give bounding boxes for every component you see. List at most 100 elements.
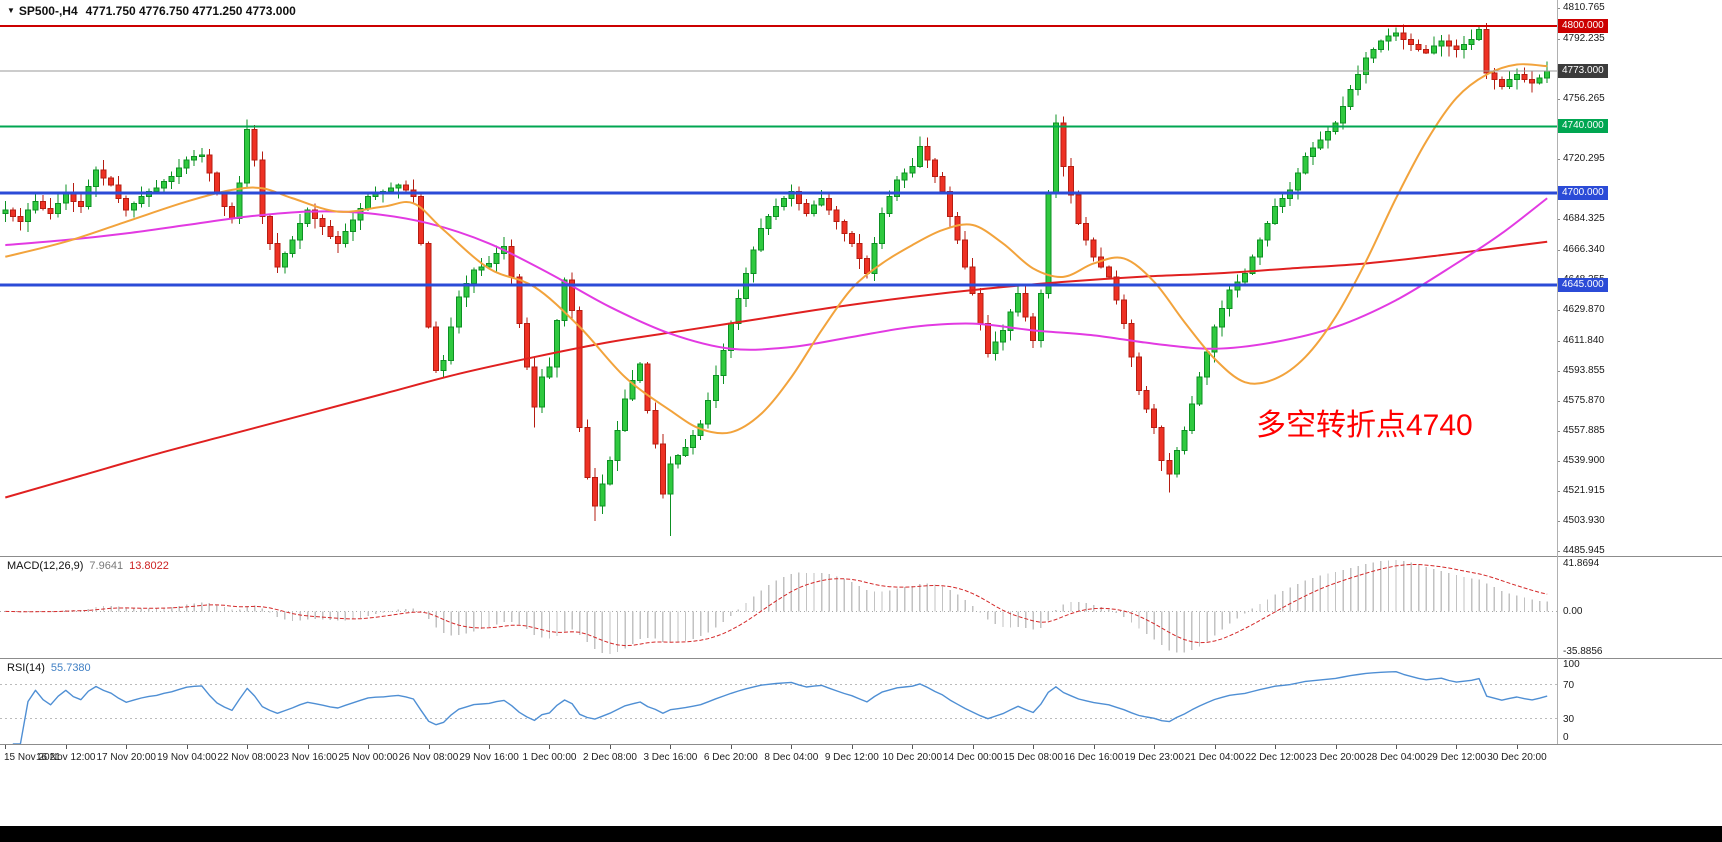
bull-candle-body	[176, 167, 183, 178]
time-tick-mark	[368, 745, 370, 749]
bear-candle-body	[1529, 79, 1536, 84]
price-tick-label: 4792.235	[1563, 33, 1605, 45]
price-tick-mark	[1557, 551, 1560, 553]
price-axis[interactable]: 4810.765 4792.235 4756.265 4720.295 4684.325…	[1557, 0, 1722, 556]
bull-candle-body	[1544, 70, 1551, 79]
bull-candle-body	[720, 349, 727, 376]
time-tick-mark	[730, 745, 732, 749]
macd-axis-label: -35.8856	[1563, 646, 1603, 657]
rsi-axis[interactable]: 100 70 30 0	[1557, 659, 1722, 744]
bear-candle-body	[1136, 356, 1142, 392]
bear-candle-body	[1075, 194, 1082, 224]
bull-candle-body	[395, 184, 402, 189]
rsi-panel-canvas[interactable]	[0, 659, 1722, 744]
bull-candle-body	[130, 202, 137, 211]
bear-candle-body	[1068, 166, 1074, 196]
bear-candle-body	[221, 192, 228, 208]
time-axis-label: 30 Dec 20:00	[1487, 752, 1547, 763]
time-axis-label: 28 Dec 04:00	[1366, 752, 1426, 763]
main-chart-canvas[interactable]	[0, 0, 1722, 556]
bull-candle-body	[1219, 308, 1226, 328]
bear-candle-body	[1105, 266, 1112, 278]
bull-candle-body	[1317, 139, 1324, 149]
bull-candle-body	[682, 446, 689, 457]
time-axis-label: 8 Dec 04:00	[764, 752, 819, 763]
bull-candle-body	[1385, 35, 1392, 42]
bull-candle-body	[138, 196, 145, 204]
time-tick-mark	[1154, 745, 1156, 749]
bull-candle-body	[1249, 256, 1256, 274]
bull-candle-body	[93, 169, 99, 188]
bear-candle-body	[924, 145, 931, 161]
bear-candle-body	[327, 226, 334, 238]
bull-candle-body	[304, 209, 311, 224]
bull-candle-body	[1438, 40, 1445, 47]
macd-panel-canvas[interactable]	[0, 557, 1722, 658]
time-tick-mark	[5, 745, 7, 749]
time-axis-label: 22 Dec 12:00	[1245, 752, 1305, 763]
bull-candle-body	[629, 380, 636, 400]
bear-candle-body	[1113, 276, 1120, 301]
bull-candle-body	[153, 187, 160, 192]
bear-candle-body	[969, 266, 976, 294]
bull-candle-body	[365, 196, 372, 209]
bull-candle-body	[538, 376, 545, 408]
price-tick-label: 4539.900	[1563, 454, 1605, 466]
bear-candle-body	[803, 202, 810, 214]
price-tick-label: 4593.855	[1563, 364, 1605, 376]
bull-candle-body	[1211, 326, 1218, 353]
time-tick-mark	[307, 745, 309, 749]
time-axis-label: 26 Nov 08:00	[398, 752, 459, 763]
bull-candle-body	[387, 187, 394, 192]
rsi-axis-label: 70	[1563, 679, 1575, 691]
bull-candle-body	[773, 206, 780, 218]
bear-candle-body	[947, 191, 954, 218]
bull-candle-body	[1309, 147, 1316, 158]
bear-candle-body	[334, 236, 341, 244]
bull-candle-body	[1468, 39, 1475, 45]
bull-candle-body	[1461, 44, 1467, 50]
bear-candle-body	[569, 279, 576, 311]
bull-candle-body	[1015, 293, 1022, 313]
bear-candle-body	[1498, 79, 1505, 87]
bull-candle-body	[1430, 45, 1437, 54]
bull-candle-body	[1226, 289, 1233, 310]
bear-candle-body	[1521, 74, 1528, 81]
time-axis[interactable]: 15 Nov 2021 16 Nov 12:00 17 Nov 20:00 19 No…	[0, 745, 1722, 770]
price-tick-label: 4575.870	[1563, 394, 1605, 406]
bull-candle-body	[1045, 192, 1052, 294]
price-tick-label: 4666.340	[1563, 243, 1605, 255]
bull-candle-body	[780, 197, 787, 208]
time-axis-label: 15 Dec 08:00	[1003, 752, 1063, 763]
bull-candle-body	[289, 239, 296, 255]
panel-separator	[0, 556, 1722, 557]
macd-signal-line	[5, 564, 1548, 647]
time-tick-mark	[1093, 745, 1095, 749]
macd-axis[interactable]: 41.8694 0.00 -35.8856	[1557, 557, 1722, 658]
bull-candle-body	[478, 266, 485, 271]
bull-candle-body	[871, 242, 878, 274]
annotation-text[interactable]: 多空转折点4740	[1256, 409, 1473, 442]
bull-candle-body	[675, 455, 681, 465]
bear-candle-body	[206, 154, 213, 174]
bear-candle-body	[1483, 28, 1490, 74]
bull-candle-body	[1393, 32, 1399, 37]
chart-menu-icon: ▼	[7, 6, 15, 15]
bull-candle-body	[25, 209, 31, 223]
bear-candle-body	[659, 443, 666, 495]
time-tick-mark	[1456, 745, 1458, 749]
bear-candle-body	[523, 323, 530, 368]
bear-candle-body	[856, 242, 863, 259]
macd-axis-label: 41.8694	[1563, 558, 1600, 569]
bear-candle-body	[418, 196, 424, 244]
bull-candle-body	[1000, 329, 1006, 343]
bull-candle-body	[85, 186, 92, 208]
bull-candle-body	[901, 172, 908, 181]
time-tick-mark	[1396, 745, 1397, 749]
time-tick-mark	[851, 745, 853, 749]
bull-candle-body	[342, 231, 349, 244]
time-tick-mark	[609, 745, 611, 749]
bear-candle-body	[312, 209, 319, 219]
price-tick-mark	[1557, 490, 1560, 492]
rsi-name: RSI(14)	[7, 662, 45, 674]
